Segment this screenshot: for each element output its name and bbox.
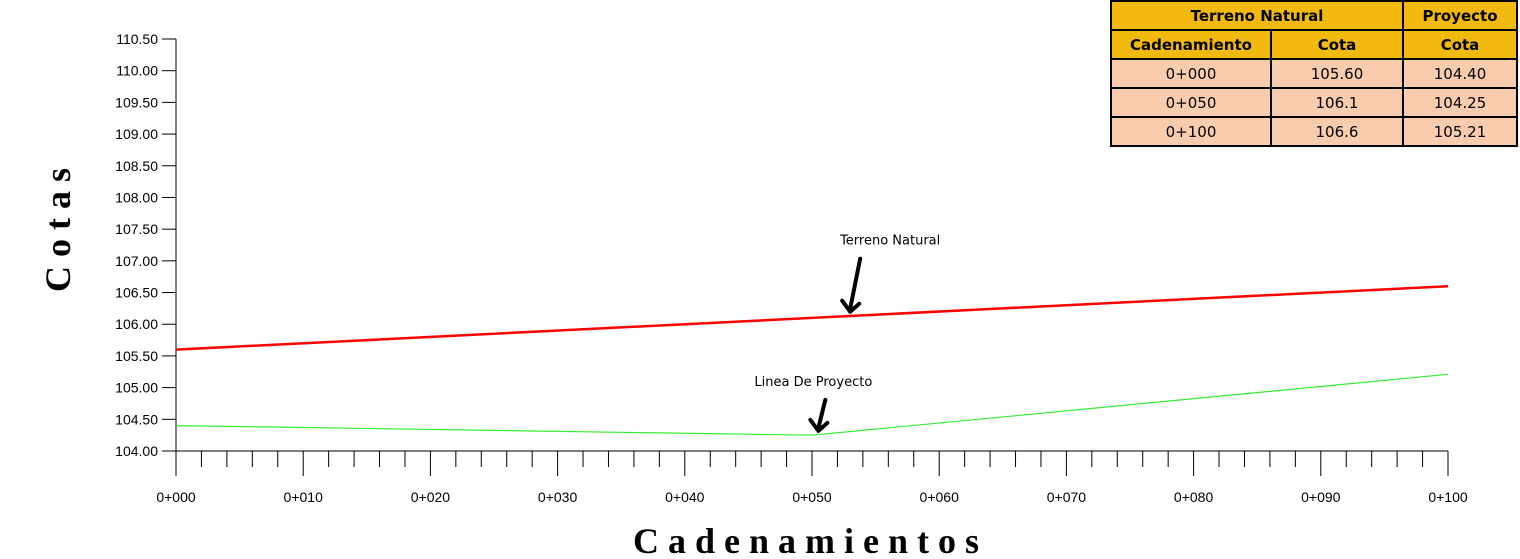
group-header-terreno: Terreno Natural <box>1110 0 1404 31</box>
y-tick-label: 105.00 <box>115 380 158 396</box>
x-axis-title: C a d e n a m i e n t o s <box>633 521 979 559</box>
header-cota-terreno: Cota <box>1270 29 1404 60</box>
y-tick-label: 109.50 <box>115 94 158 110</box>
series-line-proyecto <box>175 373 1449 436</box>
y-tick-label: 104.00 <box>115 443 158 459</box>
table-cell: 105.60 <box>1270 58 1404 89</box>
y-tick-label: 108.50 <box>115 158 158 174</box>
series-layer <box>175 284 1449 436</box>
y-tick-label: 107.00 <box>115 253 158 269</box>
elevation-table: Terreno Natural Proyecto Cadenamiento Co… <box>1110 0 1518 147</box>
x-tick-label: 0+040 <box>665 489 705 505</box>
x-tick-label: 0+000 <box>156 489 196 505</box>
y-tick-label: 107.50 <box>115 221 158 237</box>
series-line-terreno <box>175 284 1449 351</box>
x-axis: 0+000 0+010 0+020 0+030 0+040 0+050 0+060 0+070… <box>156 450 1468 505</box>
y-tick-label: 104.50 <box>115 411 158 427</box>
y-tick-label: 109.00 <box>115 126 158 142</box>
table-group-header-row: Terreno Natural Proyecto <box>1110 0 1518 31</box>
x-tick-label: 0+010 <box>284 489 324 505</box>
annotation-arrowhead <box>808 417 830 433</box>
x-tick-label: 0+060 <box>920 489 960 505</box>
y-tick-label: 106.00 <box>115 316 158 332</box>
x-tick-label: 0+080 <box>1174 489 1214 505</box>
table-row: 0+050 106.1 104.25 <box>1110 87 1518 118</box>
annotations-layer: Terreno Natural Linea De Proyecto <box>754 234 940 433</box>
x-tick-label: 0+070 <box>1047 489 1087 505</box>
header-cadenamiento: Cadenamiento <box>1110 29 1272 60</box>
y-axis-title: C o t a s <box>38 168 78 292</box>
table-cell: 0+100 <box>1110 116 1272 147</box>
table-cell: 104.40 <box>1402 58 1518 89</box>
y-tick-label: 106.50 <box>115 285 158 301</box>
table-cell: 106.1 <box>1270 87 1404 118</box>
x-tick-label: 0+100 <box>1428 489 1468 505</box>
annotation-arrowhead <box>840 298 862 314</box>
x-tick-label: 0+030 <box>538 489 578 505</box>
annotation-label: Terreno Natural <box>839 234 940 249</box>
table-cell: 105.21 <box>1402 116 1518 147</box>
table-row: 0+000 105.60 104.40 <box>1110 58 1518 89</box>
header-cota-proyecto: Cota <box>1402 29 1518 60</box>
table-cell: 106.6 <box>1270 116 1404 147</box>
table-cell: 0+050 <box>1110 87 1272 118</box>
table-cell: 0+000 <box>1110 58 1272 89</box>
y-tick-label: 108.00 <box>115 189 158 205</box>
annotation-arrow <box>848 256 863 311</box>
x-tick-label: 0+020 <box>411 489 451 505</box>
table-row: 0+100 106.6 105.21 <box>1110 116 1518 147</box>
annotation-arrow <box>816 397 828 430</box>
y-axis: 110.50 110.00 109.50 109.00 108.50 108.00 107.… <box>115 31 177 459</box>
y-tick-label: 110.50 <box>116 31 158 47</box>
table-header-row: Cadenamiento Cota Cota <box>1110 29 1518 60</box>
y-tick-label: 105.50 <box>115 348 158 364</box>
annotation-label: Linea De Proyecto <box>754 375 872 390</box>
y-tick-label: 110.00 <box>116 63 158 79</box>
x-tick-label: 0+050 <box>792 489 832 505</box>
group-header-proyecto: Proyecto <box>1402 0 1518 31</box>
table-cell: 104.25 <box>1402 87 1518 118</box>
x-tick-label: 0+090 <box>1301 489 1341 505</box>
